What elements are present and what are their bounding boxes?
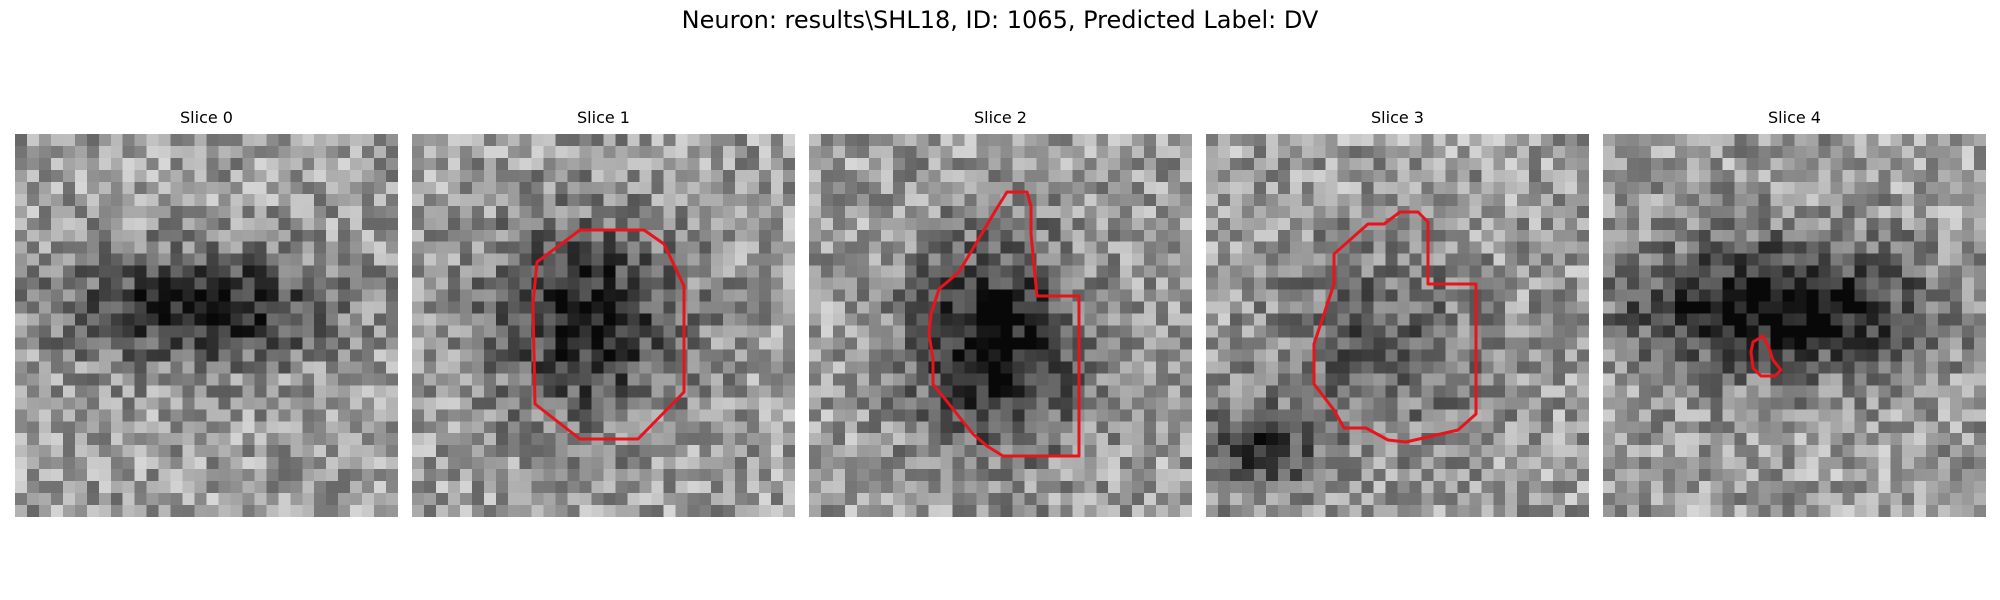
slice-title: Slice 1 xyxy=(577,108,630,127)
slice-panel-3: Slice 3 xyxy=(1206,108,1589,518)
grayscale-image xyxy=(15,134,398,517)
figure-title: Neuron: results\SHL18, ID: 1065, Predict… xyxy=(681,6,1319,34)
grayscale-image xyxy=(809,134,1192,517)
roi-contour-overlay xyxy=(1312,210,1478,444)
slice-panel-4: Slice 4 xyxy=(1603,108,1986,518)
slice-panel-1: Slice 1 xyxy=(412,108,795,518)
grayscale-image xyxy=(1206,134,1589,517)
slice-image-0 xyxy=(15,134,398,517)
roi-contour-overlay xyxy=(927,190,1081,458)
grayscale-image xyxy=(1603,134,1986,517)
slice-image-1 xyxy=(412,134,795,517)
roi-contour-overlay xyxy=(1749,334,1783,378)
slice-title: Slice 4 xyxy=(1768,108,1821,127)
roi-contour-overlay xyxy=(531,228,686,441)
roi-contour xyxy=(1312,210,1478,444)
slice-title: Slice 0 xyxy=(180,108,233,127)
slice-image-4 xyxy=(1603,134,1986,517)
slice-panel-0: Slice 0 xyxy=(15,108,398,518)
slice-title: Slice 3 xyxy=(1371,108,1424,127)
grayscale-image xyxy=(412,134,795,517)
roi-contour xyxy=(927,190,1081,458)
slice-panel-2: Slice 2 xyxy=(809,108,1192,518)
roi-contour xyxy=(531,228,686,441)
slice-title: Slice 2 xyxy=(974,108,1027,127)
roi-contour xyxy=(1749,334,1783,378)
slice-image-3 xyxy=(1206,134,1589,517)
